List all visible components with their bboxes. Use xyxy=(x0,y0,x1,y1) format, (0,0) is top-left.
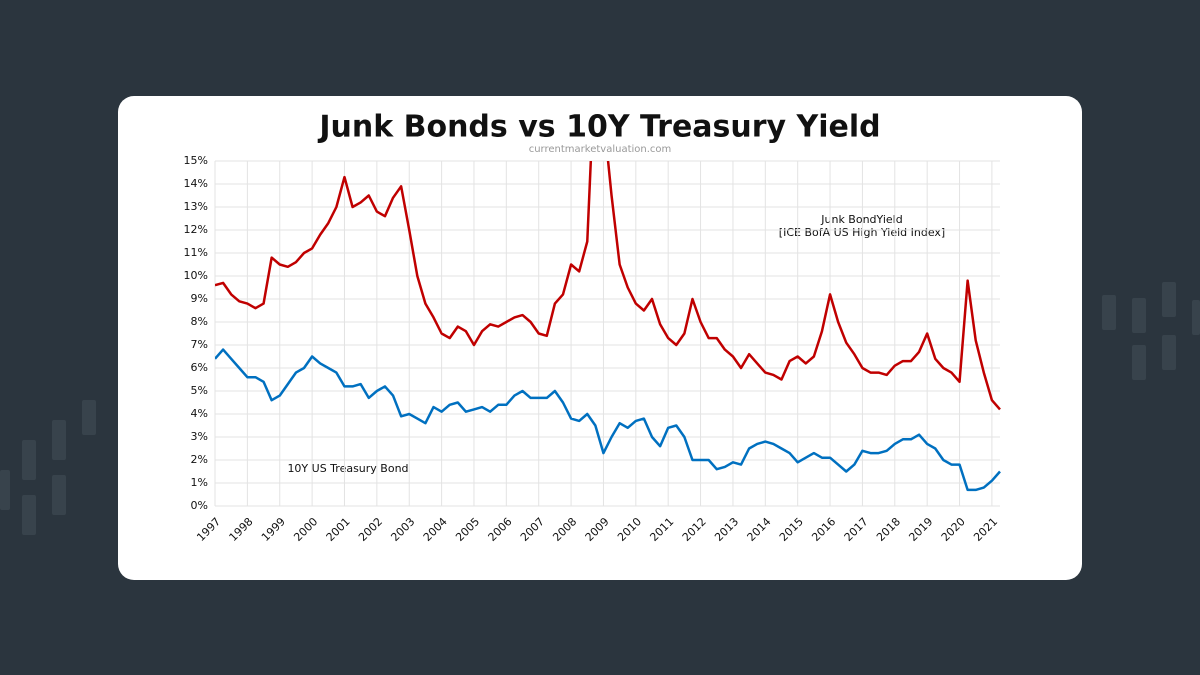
y-tick-label: 8% xyxy=(191,315,208,328)
y-tick-label: 0% xyxy=(191,499,208,512)
card xyxy=(118,96,1082,580)
y-tick-label: 4% xyxy=(191,407,208,420)
data-line xyxy=(215,348,1001,492)
annotation: Junk BondYield xyxy=(820,213,902,226)
y-tick-label: 15% xyxy=(184,154,208,167)
y-tick-label: 1% xyxy=(191,476,208,489)
data-line xyxy=(215,161,1001,411)
y-tick-label: 7% xyxy=(191,338,208,351)
y-tick-label: 10% xyxy=(184,269,208,282)
y-tick-label: 11% xyxy=(184,246,208,259)
chart-subtitle: currentmarketvaluation.com xyxy=(529,144,672,155)
annotation: 10Y US Treasury Bond xyxy=(287,462,408,475)
y-tick-label: 13% xyxy=(184,200,208,213)
y-tick-label: 6% xyxy=(191,361,208,374)
y-tick-label: 3% xyxy=(191,430,208,443)
y-tick-label: 9% xyxy=(191,292,208,305)
y-tick-label: 14% xyxy=(184,177,208,190)
chart-title: Junk Bonds vs 10Y Treasury Yield xyxy=(317,110,880,145)
y-tick-label: 12% xyxy=(184,223,208,236)
plot xyxy=(215,161,1001,492)
y-tick-label: 2% xyxy=(191,453,208,466)
y-tick-label: 5% xyxy=(191,384,208,397)
background-decoration xyxy=(0,282,1200,535)
